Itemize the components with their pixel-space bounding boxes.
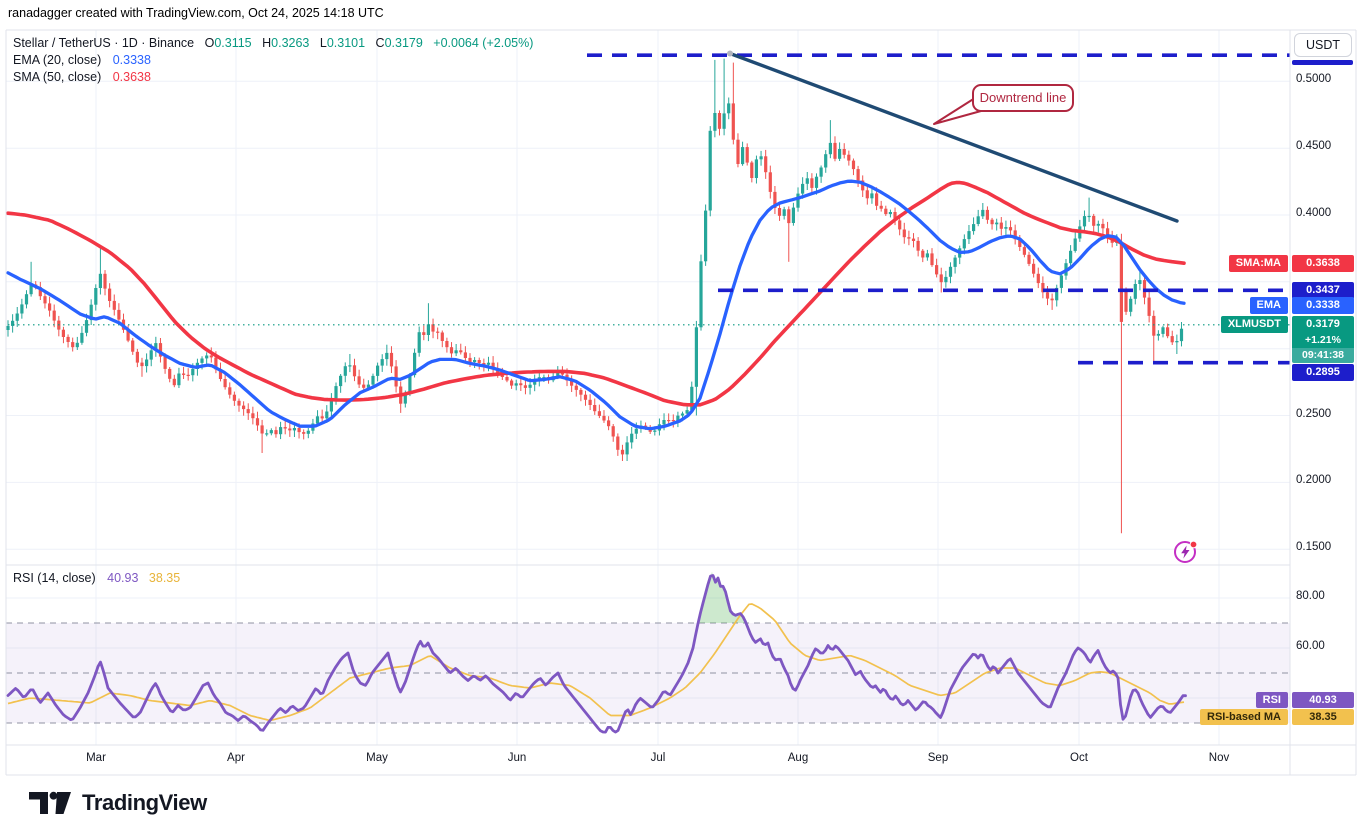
currency-unit-button[interactable]: USDT bbox=[1294, 33, 1352, 57]
ticker-axis-tag: XLMUSDT bbox=[1220, 316, 1288, 333]
price-pane bbox=[6, 58, 1290, 534]
time-axis-label: Oct bbox=[1070, 752, 1088, 764]
price-axis-label: 0.1500 bbox=[1296, 541, 1332, 554]
high-value: 0.3263 bbox=[271, 36, 310, 50]
sma-legend-row[interactable]: SMA (50, close) 0.3638 bbox=[13, 69, 533, 86]
sma-axis-tag: SMA:MA bbox=[1228, 255, 1288, 272]
time-axis-label: Mar bbox=[86, 752, 106, 764]
ema-label: EMA (20, close) bbox=[13, 53, 102, 67]
change-value: +0.0064 (+2.05%) bbox=[433, 36, 534, 50]
price-axis-label: 0.2000 bbox=[1296, 474, 1332, 487]
open-label: O bbox=[204, 36, 215, 50]
ema-value: 0.3338 bbox=[112, 53, 151, 67]
rsi-ma-value: 38.35 bbox=[148, 571, 181, 585]
symbol-legend-row[interactable]: Stellar / TetherUS · 1D · Binance O0.311… bbox=[13, 35, 533, 52]
ticker-last-price: 0.3179 bbox=[1292, 316, 1354, 333]
time-axis-label: Aug bbox=[787, 752, 809, 764]
ema-legend-row[interactable]: EMA (20, close) 0.3338 bbox=[13, 52, 533, 69]
price-axis-label: 0.2500 bbox=[1296, 407, 1332, 420]
time-axis-label: Nov bbox=[1208, 752, 1230, 764]
open-value: 0.3115 bbox=[214, 36, 252, 50]
price-axis-label: 0.5000 bbox=[1296, 73, 1332, 86]
low-label: L bbox=[319, 36, 327, 50]
support-level-badge: 0.2895 bbox=[1292, 364, 1354, 381]
close-value: 0.3179 bbox=[384, 36, 423, 50]
tradingview-logo-text: TradingView bbox=[82, 790, 207, 815]
sma-value: 0.3638 bbox=[112, 70, 151, 84]
rsi-axis-value: 40.93 bbox=[1292, 692, 1354, 708]
drawings-layer bbox=[587, 50, 1290, 365]
rsi-axis-label: 60.00 bbox=[1296, 640, 1325, 652]
indicator-legend: Stellar / TetherUS · 1D · Binance O0.311… bbox=[13, 35, 533, 86]
sma-axis-value: 0.3638 bbox=[1292, 255, 1354, 272]
downtrend-callout-text: Downtrend line bbox=[979, 90, 1067, 105]
flash-icon bbox=[1174, 540, 1198, 563]
flash-icon-button[interactable] bbox=[1172, 538, 1200, 566]
resistance-level-badge: 0.3437 bbox=[1292, 282, 1354, 299]
tradingview-logo[interactable]: TradingView bbox=[27, 786, 207, 820]
time-axis-label: May bbox=[366, 752, 388, 764]
time-axis-label: Apr bbox=[227, 752, 245, 764]
rsi-ma-axis-value: 38.35 bbox=[1292, 709, 1354, 725]
ema-axis-tag: EMA bbox=[1249, 297, 1288, 314]
rsi-pane bbox=[6, 571, 1290, 734]
ticker-change-pct: +1.21% bbox=[1292, 333, 1354, 348]
rsi-axis-label: 80.00 bbox=[1296, 590, 1325, 602]
ema-axis-value: 0.3338 bbox=[1292, 297, 1354, 314]
downtrend-callout[interactable]: Downtrend line bbox=[972, 84, 1074, 112]
grid-layer bbox=[6, 30, 1290, 745]
price-axis-label: 0.4500 bbox=[1296, 140, 1332, 153]
time-axis-label: Jun bbox=[507, 752, 527, 764]
rsi-value: 40.93 bbox=[107, 571, 139, 585]
rsi-legend-row[interactable]: RSI (14, close) 40.93 38.35 bbox=[13, 570, 180, 587]
low-value: 0.3101 bbox=[326, 36, 366, 50]
price-axis-label: 0.4000 bbox=[1296, 207, 1332, 219]
ticker-countdown: 09:41:38 bbox=[1292, 348, 1354, 363]
attribution-text: ranadagger created with TradingView.com,… bbox=[8, 6, 384, 20]
rsi-label: RSI (14, close) bbox=[13, 571, 96, 585]
time-axis-label: Jul bbox=[650, 752, 666, 764]
close-label: C bbox=[375, 36, 385, 50]
time-axis-label: Sep bbox=[927, 752, 949, 764]
ticker-price-badge: 0.3179 +1.21% 09:41:38 bbox=[1292, 316, 1354, 363]
rsi-ma-axis-tag: RSI-based MA bbox=[1200, 709, 1288, 725]
sma-label: SMA (50, close) bbox=[13, 70, 102, 84]
high-label: H bbox=[262, 36, 272, 50]
tradingview-logo-mark bbox=[29, 791, 71, 814]
symbol-title: Stellar / TetherUS · 1D · Binance bbox=[13, 36, 195, 50]
level-line-axis-marker bbox=[1292, 60, 1353, 65]
frame-layer bbox=[5, 29, 1357, 776]
rsi-axis-tag: RSI bbox=[1255, 692, 1288, 708]
